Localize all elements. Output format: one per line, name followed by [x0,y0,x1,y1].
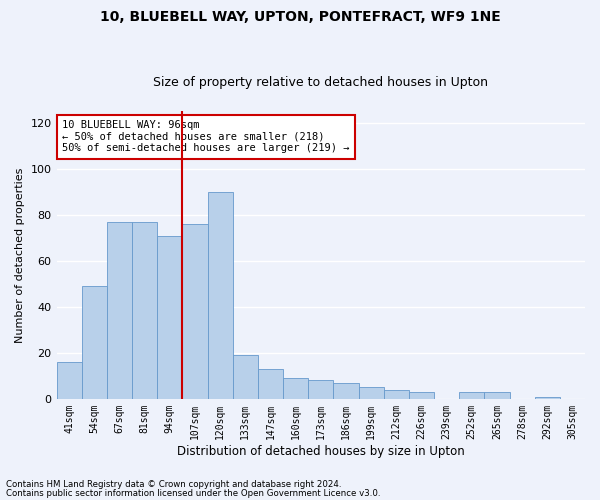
Bar [459,392,484,399]
Bar [107,222,132,399]
Text: 10, BLUEBELL WAY, UPTON, PONTEFRACT, WF9 1NE: 10, BLUEBELL WAY, UPTON, PONTEFRACT, WF9… [100,10,500,24]
Bar [132,222,157,399]
Bar [409,392,434,399]
Bar [359,388,383,399]
Bar [484,392,509,399]
Text: Contains public sector information licensed under the Open Government Licence v3: Contains public sector information licen… [6,488,380,498]
Bar [182,224,208,399]
Text: 10 BLUEBELL WAY: 96sqm
← 50% of detached houses are smaller (218)
50% of semi-de: 10 BLUEBELL WAY: 96sqm ← 50% of detached… [62,120,349,154]
Bar [82,286,107,399]
Y-axis label: Number of detached properties: Number of detached properties [15,168,25,343]
Bar [56,362,82,399]
Title: Size of property relative to detached houses in Upton: Size of property relative to detached ho… [153,76,488,90]
Text: Contains HM Land Registry data © Crown copyright and database right 2024.: Contains HM Land Registry data © Crown c… [6,480,341,489]
Bar [233,355,258,399]
Bar [334,382,359,399]
Bar [383,390,409,399]
Bar [258,369,283,399]
Bar [308,380,334,399]
Bar [157,236,182,399]
Bar [535,396,560,399]
X-axis label: Distribution of detached houses by size in Upton: Distribution of detached houses by size … [177,444,464,458]
Bar [283,378,308,399]
Bar [208,192,233,399]
